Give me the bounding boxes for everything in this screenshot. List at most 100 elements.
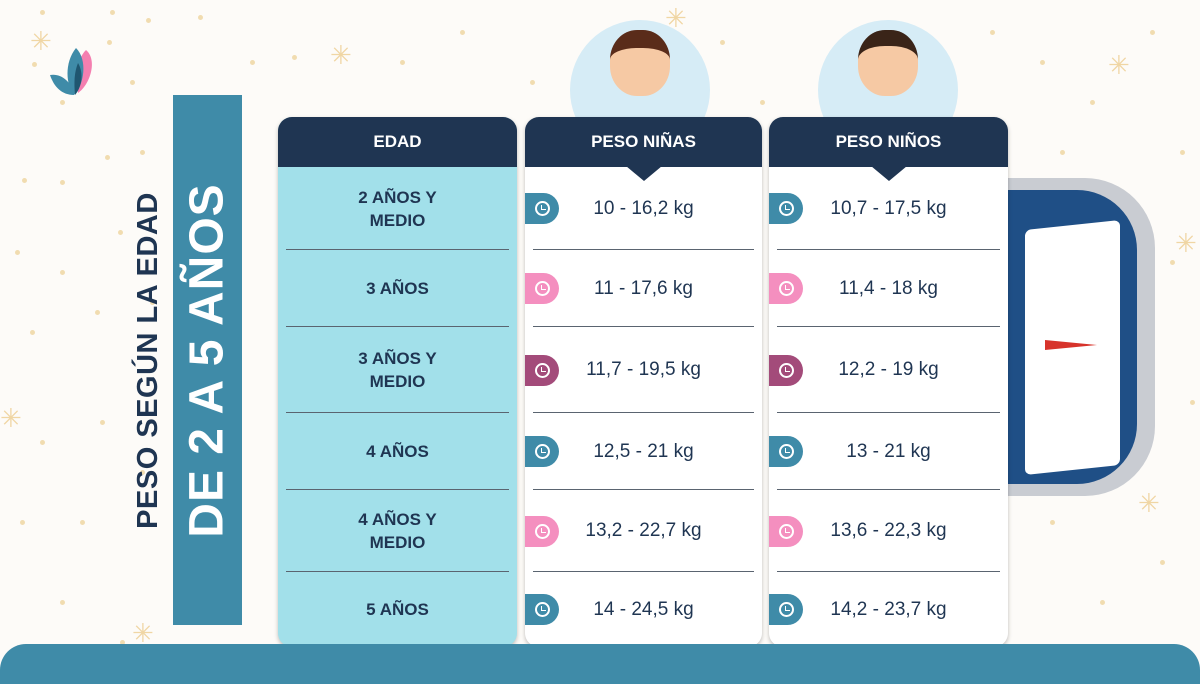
decor-dot bbox=[990, 30, 995, 35]
girls-header: PESO NIÑAS bbox=[525, 117, 762, 181]
subtitle-vertical: PESO SEGÚN LA EDAD bbox=[128, 80, 168, 640]
age-value: 4 AÑOS bbox=[366, 442, 429, 461]
decor-dot bbox=[720, 40, 725, 45]
decor-dot bbox=[1040, 60, 1045, 65]
clock-badge bbox=[525, 515, 559, 547]
decor-dot bbox=[100, 420, 105, 425]
clock-icon bbox=[534, 523, 550, 539]
girls-value: 14 - 24,5 kg bbox=[593, 598, 694, 620]
boys-value: 10,7 - 17,5 kg bbox=[830, 197, 947, 219]
decor-dot bbox=[1160, 560, 1165, 565]
girls-row: 11 - 17,6 kg bbox=[525, 250, 762, 327]
decor-star-icon: ✳ bbox=[0, 403, 22, 433]
clock-badge bbox=[769, 354, 803, 386]
clock-badge bbox=[525, 594, 559, 625]
decor-dot bbox=[1100, 600, 1105, 605]
boys-row: 13,6 - 22,3 kg bbox=[769, 490, 1008, 572]
decor-dot bbox=[22, 178, 27, 183]
clock-icon bbox=[778, 602, 794, 617]
decor-star-icon: ✳ bbox=[132, 618, 154, 648]
decor-dot bbox=[32, 62, 37, 67]
decor-dot bbox=[198, 15, 203, 20]
clock-badge bbox=[525, 354, 559, 386]
age-value: 2 AÑOS Y MEDIO bbox=[358, 187, 437, 230]
girls-row: 11,7 - 19,5 kg bbox=[525, 327, 762, 413]
clock-badge bbox=[769, 594, 803, 625]
decor-star-icon: ✳ bbox=[1108, 50, 1130, 80]
decor-dot bbox=[40, 10, 45, 15]
decor-dot bbox=[118, 230, 123, 235]
age-value: 3 AÑOS bbox=[366, 279, 429, 298]
decor-dot bbox=[20, 520, 25, 525]
boys-value: 13 - 21 kg bbox=[846, 440, 931, 462]
age-value: 5 AÑOS bbox=[366, 600, 429, 619]
decor-dot bbox=[400, 60, 405, 65]
girls-row: 13,2 - 22,7 kg bbox=[525, 490, 762, 572]
decor-dot bbox=[530, 80, 535, 85]
decor-dot bbox=[60, 180, 65, 185]
decor-dot bbox=[40, 440, 45, 445]
boys-row: 14,2 - 23,7 kg bbox=[769, 572, 1008, 647]
boys-value: 13,6 - 22,3 kg bbox=[830, 520, 947, 541]
girls-value: 10 - 16,2 kg bbox=[593, 197, 694, 219]
boys-row: 12,2 - 19 kg bbox=[769, 327, 1008, 413]
bottom-bar bbox=[0, 644, 1200, 684]
decor-dot bbox=[60, 600, 65, 605]
decor-dot bbox=[760, 100, 765, 105]
girls-value: 11,7 - 19,5 kg bbox=[586, 359, 701, 380]
clock-badge bbox=[769, 515, 803, 547]
clock-badge bbox=[525, 436, 559, 467]
decor-star-icon: ✳ bbox=[1175, 228, 1197, 258]
age-row: 3 AÑOS Y MEDIO bbox=[278, 327, 517, 413]
decor-dot bbox=[1060, 150, 1065, 155]
boys-column: PESO NIÑOS 10,7 - 17,5 kg 11,4 - 18 kg 12,… bbox=[769, 117, 1008, 647]
decor-dot bbox=[30, 330, 35, 335]
age-row: 4 AÑOS Y MEDIO bbox=[278, 490, 517, 572]
decor-dot bbox=[80, 520, 85, 525]
clock-badge bbox=[769, 436, 803, 467]
clock-icon bbox=[534, 362, 550, 378]
girls-row: 14 - 24,5 kg bbox=[525, 572, 762, 647]
decor-dot bbox=[1150, 30, 1155, 35]
decor-dot bbox=[146, 18, 151, 23]
clock-icon bbox=[534, 602, 550, 617]
clock-badge bbox=[525, 193, 559, 224]
scale-needle bbox=[1045, 340, 1097, 350]
age-row: 3 AÑOS bbox=[278, 250, 517, 327]
age-column: EDAD 2 AÑOS Y MEDIO 3 AÑOS 3 AÑOS Y MEDIO 4… bbox=[278, 117, 517, 647]
decor-dot bbox=[110, 10, 115, 15]
clock-icon bbox=[534, 201, 550, 216]
decor-dot bbox=[15, 250, 20, 255]
age-row: 4 AÑOS bbox=[278, 413, 517, 490]
boys-row: 11,4 - 18 kg bbox=[769, 250, 1008, 327]
decor-dot bbox=[1180, 150, 1185, 155]
decor-dot bbox=[105, 155, 110, 160]
girls-row: 10 - 16,2 kg bbox=[525, 167, 762, 250]
girls-column: PESO NIÑAS 10 - 16,2 kg 11 - 17,6 kg 11,7 … bbox=[525, 117, 762, 647]
decor-dot bbox=[140, 470, 145, 475]
clock-icon bbox=[778, 281, 794, 296]
decor-dot bbox=[150, 300, 155, 305]
decor-dot bbox=[1170, 260, 1175, 265]
leaf-logo bbox=[50, 48, 92, 95]
decor-star-icon: ✳ bbox=[330, 40, 352, 70]
decor-dot bbox=[292, 55, 297, 60]
clock-icon bbox=[778, 523, 794, 539]
girls-row: 12,5 - 21 kg bbox=[525, 413, 762, 490]
decor-dot bbox=[1190, 400, 1195, 405]
title-banner: DE 2 A 5 AÑOS bbox=[173, 95, 242, 625]
weighing-scale bbox=[1005, 178, 1155, 496]
girls-value: 13,2 - 22,7 kg bbox=[585, 520, 702, 541]
decor-dot bbox=[460, 30, 465, 35]
title-text: DE 2 A 5 AÑOS bbox=[181, 182, 235, 538]
boys-row: 10,7 - 17,5 kg bbox=[769, 167, 1008, 250]
clock-icon bbox=[778, 444, 794, 459]
girls-value: 11 - 17,6 kg bbox=[594, 277, 693, 299]
decor-dot bbox=[60, 100, 65, 105]
clock-icon bbox=[778, 362, 794, 378]
decor-dot bbox=[1090, 100, 1095, 105]
decor-dot bbox=[107, 40, 112, 45]
boys-row: 13 - 21 kg bbox=[769, 413, 1008, 490]
boys-value: 11,4 - 18 kg bbox=[839, 277, 938, 299]
decor-dot bbox=[120, 640, 125, 645]
